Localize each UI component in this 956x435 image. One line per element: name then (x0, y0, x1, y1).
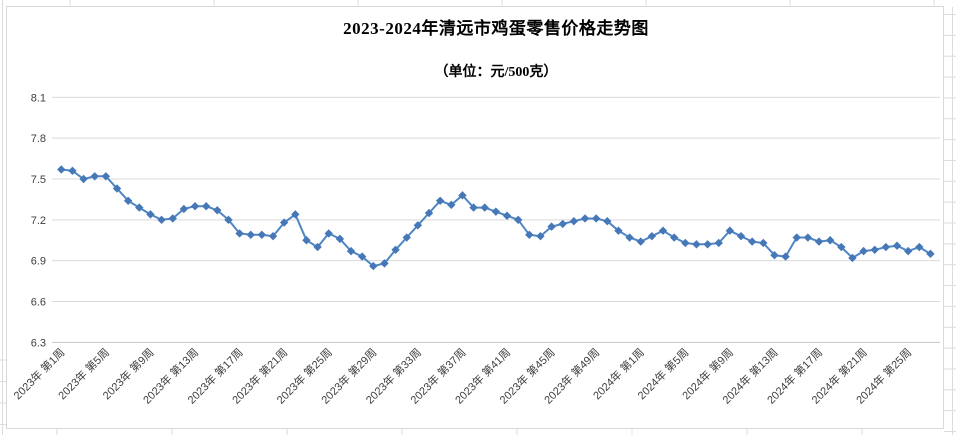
data-point-marker (703, 240, 712, 249)
data-point-marker (814, 237, 824, 246)
data-point-marker (369, 261, 378, 271)
data-point-marker (892, 241, 902, 250)
data-point-marker (413, 221, 423, 230)
data-point-marker (547, 222, 556, 231)
data-point-marker (881, 242, 891, 252)
data-point-marker (324, 229, 333, 238)
data-point-marker (636, 237, 645, 246)
data-point-marker (747, 237, 757, 246)
data-point-marker (569, 216, 579, 226)
data-point-marker (112, 184, 122, 193)
data-point-marker (625, 233, 634, 242)
data-point-marker (558, 219, 567, 229)
data-point-marker (447, 200, 456, 210)
data-point-marker (257, 230, 267, 240)
data-point-marker (302, 236, 311, 245)
y-axis-tick-label: 7.2 (31, 215, 46, 227)
data-point-marker (57, 165, 66, 174)
data-point-marker (279, 218, 289, 227)
data-point-marker (157, 215, 166, 225)
data-point-marker (491, 207, 501, 216)
data-point-marker (291, 210, 300, 219)
y-axis-tick-label: 8.1 (31, 92, 46, 104)
data-point-marker (825, 236, 835, 245)
y-axis-tick-label: 6.9 (31, 256, 46, 268)
data-point-marker (658, 226, 668, 235)
data-point-marker (536, 231, 545, 241)
data-point-marker (803, 233, 813, 242)
data-point-marker (714, 238, 723, 248)
data-point-marker (201, 202, 211, 211)
data-point-marker (792, 233, 801, 242)
data-point-marker (725, 226, 735, 235)
data-point-marker (525, 230, 534, 240)
y-axis-tick-label: 6.6 (31, 296, 46, 308)
data-point-marker (235, 229, 244, 238)
y-axis-tick-label: 7.5 (31, 174, 46, 186)
chart-subtitle: （单位：元/500克） (434, 65, 558, 80)
data-point-marker (781, 252, 790, 261)
data-point-marker (402, 233, 411, 242)
data-point-marker (346, 246, 356, 256)
data-point-marker (669, 233, 679, 242)
data-point-marker (614, 226, 623, 235)
data-point-marker (903, 246, 913, 256)
data-point-marker (179, 204, 189, 214)
data-point-marker (458, 191, 467, 200)
data-point-marker (770, 251, 779, 260)
data-point-marker (915, 242, 924, 252)
data-point-marker (190, 202, 200, 211)
data-point-marker (692, 240, 701, 249)
data-point-marker (424, 208, 434, 218)
data-point-marker (736, 231, 746, 241)
data-point-marker (502, 211, 512, 220)
data-point-marker (135, 203, 144, 212)
data-point-marker (870, 245, 879, 254)
data-point-marker (391, 245, 400, 254)
data-point-marker (435, 196, 445, 205)
data-point-marker (848, 253, 857, 263)
data-point-marker (101, 172, 111, 181)
data-point-marker (68, 166, 77, 176)
data-point-marker (313, 242, 322, 252)
data-point-marker (246, 230, 255, 240)
data-point-marker (837, 242, 846, 252)
data-point-marker (123, 196, 133, 205)
data-point-marker (335, 234, 345, 244)
data-point-marker (90, 172, 99, 181)
data-point-marker (469, 203, 478, 212)
data-point-marker (603, 216, 612, 226)
data-point-marker (513, 215, 523, 225)
data-point-marker (591, 214, 601, 223)
data-point-marker (146, 210, 155, 219)
data-point-marker (480, 203, 489, 212)
data-point-marker (647, 231, 657, 241)
data-point-marker (681, 238, 690, 248)
data-point-marker (268, 231, 278, 241)
y-axis-tick-label: 6.3 (31, 337, 46, 349)
chart-title: 2023-2024年清远市鸡蛋零售价格走势图 (343, 19, 649, 38)
data-point-marker (380, 259, 389, 268)
data-point-marker (213, 206, 222, 215)
data-point-marker (168, 214, 177, 223)
y-axis-tick-label: 7.8 (31, 133, 46, 145)
data-point-marker (79, 174, 88, 184)
data-point-marker (859, 246, 868, 256)
data-point-marker (926, 249, 935, 259)
data-point-marker (357, 252, 367, 261)
data-point-marker (580, 214, 590, 223)
data-point-marker (759, 238, 768, 248)
data-point-marker (224, 215, 233, 225)
